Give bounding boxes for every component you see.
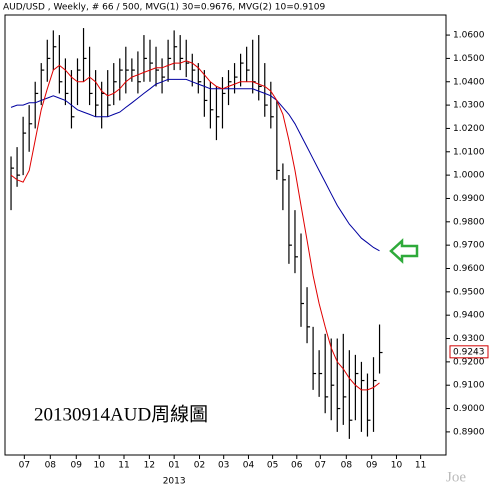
x-tick-label: 02	[194, 461, 205, 471]
legend-entry: MVG(1) 30=0.9676,	[145, 3, 235, 13]
x-tick-label: 11	[118, 461, 129, 471]
y-tick-label: 0.9200	[453, 357, 485, 367]
x-tick-label: 01	[168, 461, 179, 471]
x-tick-label: 10	[94, 461, 106, 471]
x-tick-label: 10	[391, 461, 403, 471]
x-tick-label: 07	[19, 461, 30, 471]
watermark: Joe	[446, 469, 466, 485]
x-tick-label: 12	[144, 461, 155, 471]
y-tick-label: 1.0000	[453, 171, 485, 181]
y-tick-label: 0.9100	[453, 381, 485, 391]
annotation: 20130914AUD周線圖	[34, 403, 208, 425]
last-price-box	[449, 345, 489, 359]
y-tick-label: 0.9600	[453, 264, 485, 274]
x-tick-label: 05	[267, 461, 278, 471]
y-tick-label: 1.0500	[453, 54, 485, 64]
year-label: 2013	[163, 477, 186, 487]
x-tick-label: 09	[366, 461, 378, 471]
x-tick-label: 03	[218, 461, 229, 471]
y-tick-label: 0.9900	[453, 194, 485, 204]
moving-average-line	[10, 60, 380, 391]
arrow-icon	[389, 238, 419, 264]
x-tick-label: 11	[415, 461, 426, 471]
legend-entry: MVG(2) 10=0.9109	[238, 3, 325, 13]
y-tick-label: 1.0200	[453, 124, 485, 134]
x-tick-label: 08	[341, 461, 353, 471]
x-tick-label: 07	[315, 461, 326, 471]
y-tick-label: 0.9700	[453, 241, 485, 251]
y-tick-label: 1.0600	[453, 31, 485, 41]
y-tick-label: 0.9500	[453, 287, 485, 297]
x-tick-label: 06	[291, 461, 303, 471]
x-tick-label: 08	[45, 461, 57, 471]
x-tick-label: 04	[243, 461, 255, 471]
y-tick-label: 0.9800	[453, 217, 485, 227]
last-price-label: 0.9243	[453, 347, 485, 357]
y-tick-label: 1.0300	[453, 101, 485, 111]
y-tick-label: 0.8900	[453, 427, 485, 437]
y-tick-label: 1.0400	[453, 77, 485, 87]
y-tick-label: 0.9400	[453, 311, 485, 321]
y-tick-label: 0.9000	[453, 404, 485, 414]
y-tick-label: 0.9300	[453, 334, 485, 344]
y-tick-label: 1.0100	[453, 147, 485, 157]
x-tick-label: 09	[71, 461, 83, 471]
plot-frame	[4, 14, 447, 456]
moving-average-line	[10, 78, 380, 252]
chart-title: AUD/USD , Weekly, # 66 / 500,	[3, 3, 142, 13]
